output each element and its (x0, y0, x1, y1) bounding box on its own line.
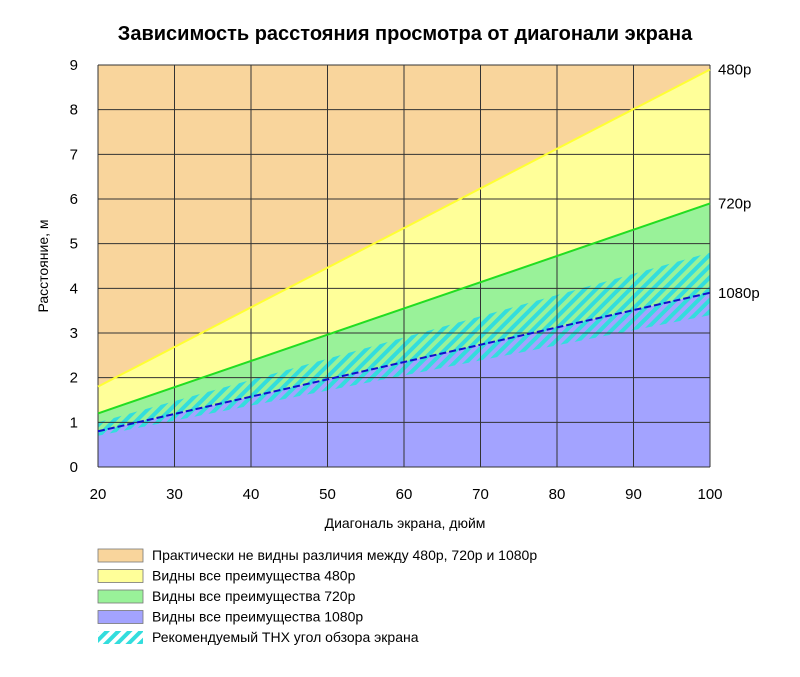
x-tick-label: 60 (396, 486, 413, 503)
legend-swatch (97, 569, 144, 583)
y-tick-label: 5 (70, 236, 78, 253)
series-line-720p (97, 202, 711, 415)
legend-label: Видны все преимущества 480p (152, 568, 356, 584)
legend-label: Видны все преимущества 720p (152, 588, 356, 604)
legend-swatch (97, 610, 144, 624)
y-tick-label: 7 (70, 146, 78, 163)
series-line-1080p (97, 291, 711, 433)
x-tick-label: 50 (319, 486, 336, 503)
y-tick-label: 2 (70, 370, 78, 387)
legend-label: Рекомендуемый ТНХ угол обзора экрана (152, 629, 419, 645)
x-tick-label: 70 (472, 486, 489, 503)
series-labels: 480p 720p 1080p (718, 61, 760, 301)
y-ticks: 0 1 2 3 4 5 6 7 8 9 (70, 57, 78, 476)
y-tick-label: 8 (70, 102, 78, 119)
series-lines (97, 68, 711, 433)
series-line-480p (97, 68, 711, 388)
y-tick-label: 6 (70, 191, 78, 208)
x-ticks: 20 30 40 50 60 70 80 90 100 (90, 486, 723, 503)
legend-swatch (98, 631, 143, 644)
x-axis-label: Диагональ экрана, дюйм (325, 515, 486, 531)
grid (97, 64, 711, 468)
chart-title: Зависимость расстояния просмотра от диаг… (118, 23, 693, 45)
x-tick-label: 20 (90, 486, 107, 503)
y-tick-label: 4 (70, 280, 78, 297)
series-label-720p: 720p (718, 195, 751, 212)
legend-label: Видны все преимущества 1080p (152, 609, 363, 625)
y-tick-label: 0 (70, 459, 78, 476)
x-tick-label: 30 (166, 486, 183, 503)
y-tick-label: 3 (70, 325, 78, 342)
legend-swatch (97, 548, 144, 563)
series-label-1080p: 1080p (718, 285, 760, 302)
y-tick-label: 1 (70, 414, 78, 431)
x-tick-label: 80 (549, 486, 566, 503)
legend: Практически не видны различия между 480p… (97, 547, 537, 645)
series-label-480p: 480p (718, 61, 751, 78)
x-tick-label: 40 (243, 486, 260, 503)
x-tick-label: 100 (697, 486, 722, 503)
y-tick-label: 9 (70, 57, 78, 74)
legend-swatch (97, 589, 144, 604)
x-tick-label: 90 (625, 486, 642, 503)
legend-label: Практически не видны различия между 480p… (152, 547, 537, 563)
y-axis-label: Расстояние, м (35, 219, 51, 312)
